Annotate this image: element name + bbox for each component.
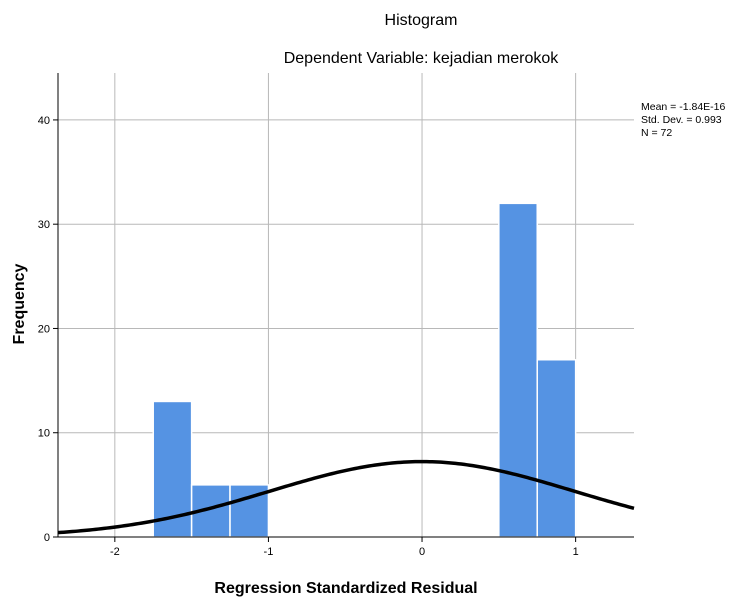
- histogram-bar: [536, 358, 577, 538]
- x-axis-ticks: -2 -1 0 1: [110, 537, 579, 558]
- normal-curve-layer: [57, 459, 635, 535]
- y-tick-label: 30: [38, 219, 50, 231]
- y-tick-label: 10: [38, 428, 50, 440]
- x-tick-label: -1: [264, 546, 274, 558]
- x-tick-label: 1: [573, 546, 579, 558]
- histogram-bars: [152, 202, 577, 538]
- normal-curve: [57, 459, 635, 535]
- axes: [57, 73, 634, 538]
- y-tick-label: 20: [38, 323, 50, 335]
- stats-legend: Mean = -1.84E-16 Std. Dev. = 0.993 N = 7…: [641, 101, 726, 139]
- y-axis-ticks: 0 10 20 30 40: [38, 115, 58, 544]
- stat-n: N = 72: [641, 127, 672, 139]
- y-tick-label: 0: [44, 532, 50, 544]
- x-axis-title: Regression Standardized Residual: [214, 580, 477, 597]
- stat-mean: Mean = -1.84E-16: [641, 101, 726, 113]
- y-tick-label: 40: [38, 115, 50, 127]
- chart-subtitle: Dependent Variable: kejadian merokok: [284, 50, 560, 67]
- x-tick-label: -2: [110, 546, 120, 558]
- chart-title: Histogram: [385, 12, 458, 29]
- histogram-bar: [498, 202, 538, 538]
- stat-std-dev: Std. Dev. = 0.993: [641, 114, 722, 126]
- y-axis-title: Frequency: [11, 263, 28, 344]
- x-tick-label: 0: [419, 546, 425, 558]
